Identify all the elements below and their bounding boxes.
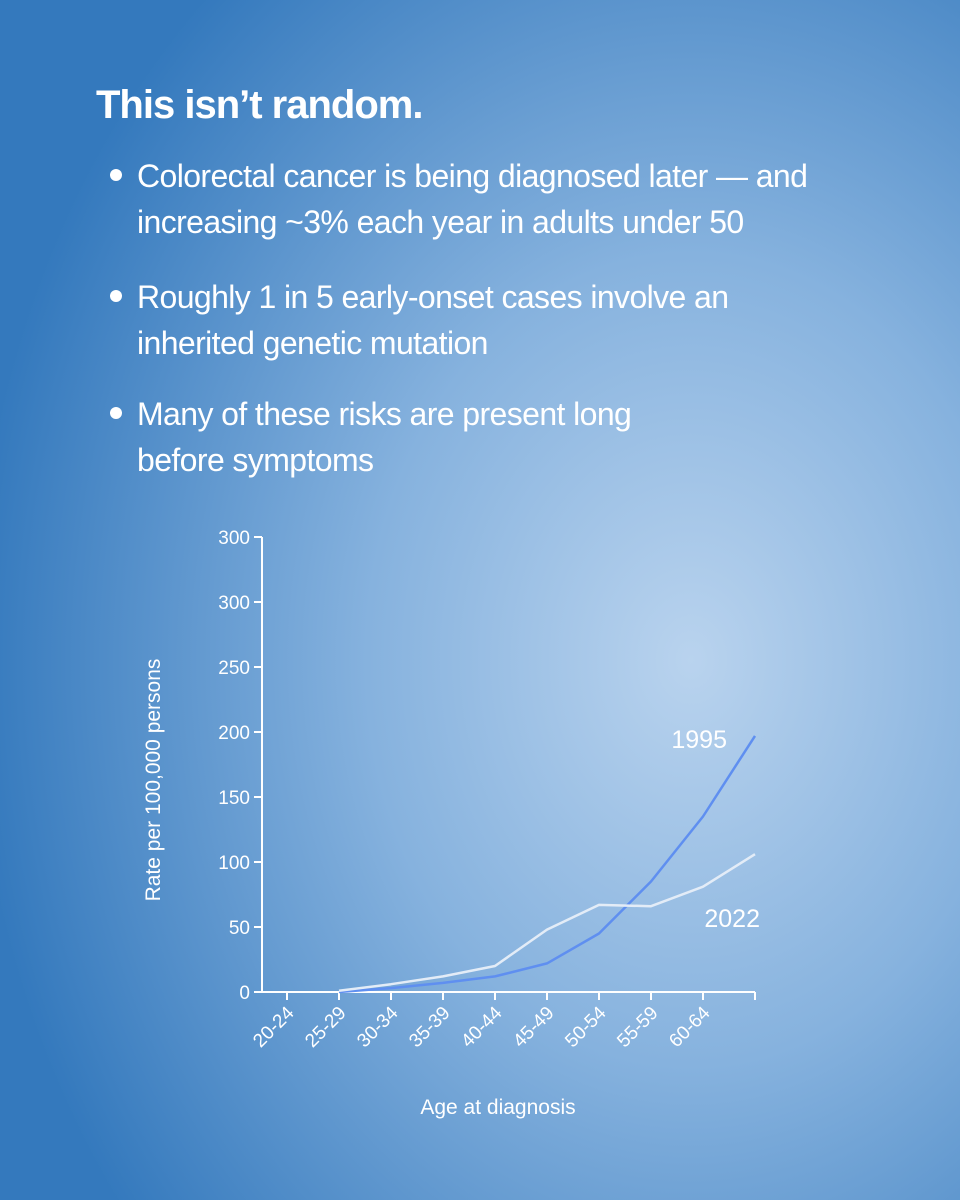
y-tick-label: 50 bbox=[229, 918, 250, 939]
bullet-text: Roughly 1 in 5 early-onset cases involve… bbox=[137, 279, 728, 315]
bullet-text: Colorectal cancer is being diagnosed lat… bbox=[137, 158, 807, 194]
bullet-list: Colorectal cancer is being diagnosed lat… bbox=[110, 158, 808, 478]
series-line bbox=[338, 853, 756, 992]
x-axis-label: Age at diagnosis bbox=[420, 1096, 575, 1119]
y-tick-label: 100 bbox=[218, 853, 250, 874]
bullet-dot bbox=[110, 407, 122, 419]
bullet-text: inherited genetic mutation bbox=[137, 325, 488, 361]
bullet-dot bbox=[110, 290, 122, 302]
y-axis-label: Rate per 100,000 persons bbox=[142, 659, 165, 902]
series-label: 1995 bbox=[671, 726, 727, 754]
y-tick-label: 250 bbox=[218, 658, 250, 679]
bullet-text: increasing ~3% each year in adults under… bbox=[137, 204, 744, 240]
y-tick-label: 300 bbox=[218, 528, 250, 549]
y-tick-label: 150 bbox=[218, 788, 250, 809]
y-tick-label: 200 bbox=[218, 723, 250, 744]
headline: This isn’t random. bbox=[96, 83, 422, 127]
bullet-dot bbox=[110, 169, 122, 181]
y-tick-label: 0 bbox=[239, 983, 250, 1004]
series-label: 2022 bbox=[704, 905, 760, 933]
bullet-text: Many of these risks are present long bbox=[137, 396, 631, 432]
bullet-text: before symptoms bbox=[137, 442, 373, 478]
y-tick-label: 300 bbox=[218, 593, 250, 614]
series-line bbox=[338, 735, 757, 994]
